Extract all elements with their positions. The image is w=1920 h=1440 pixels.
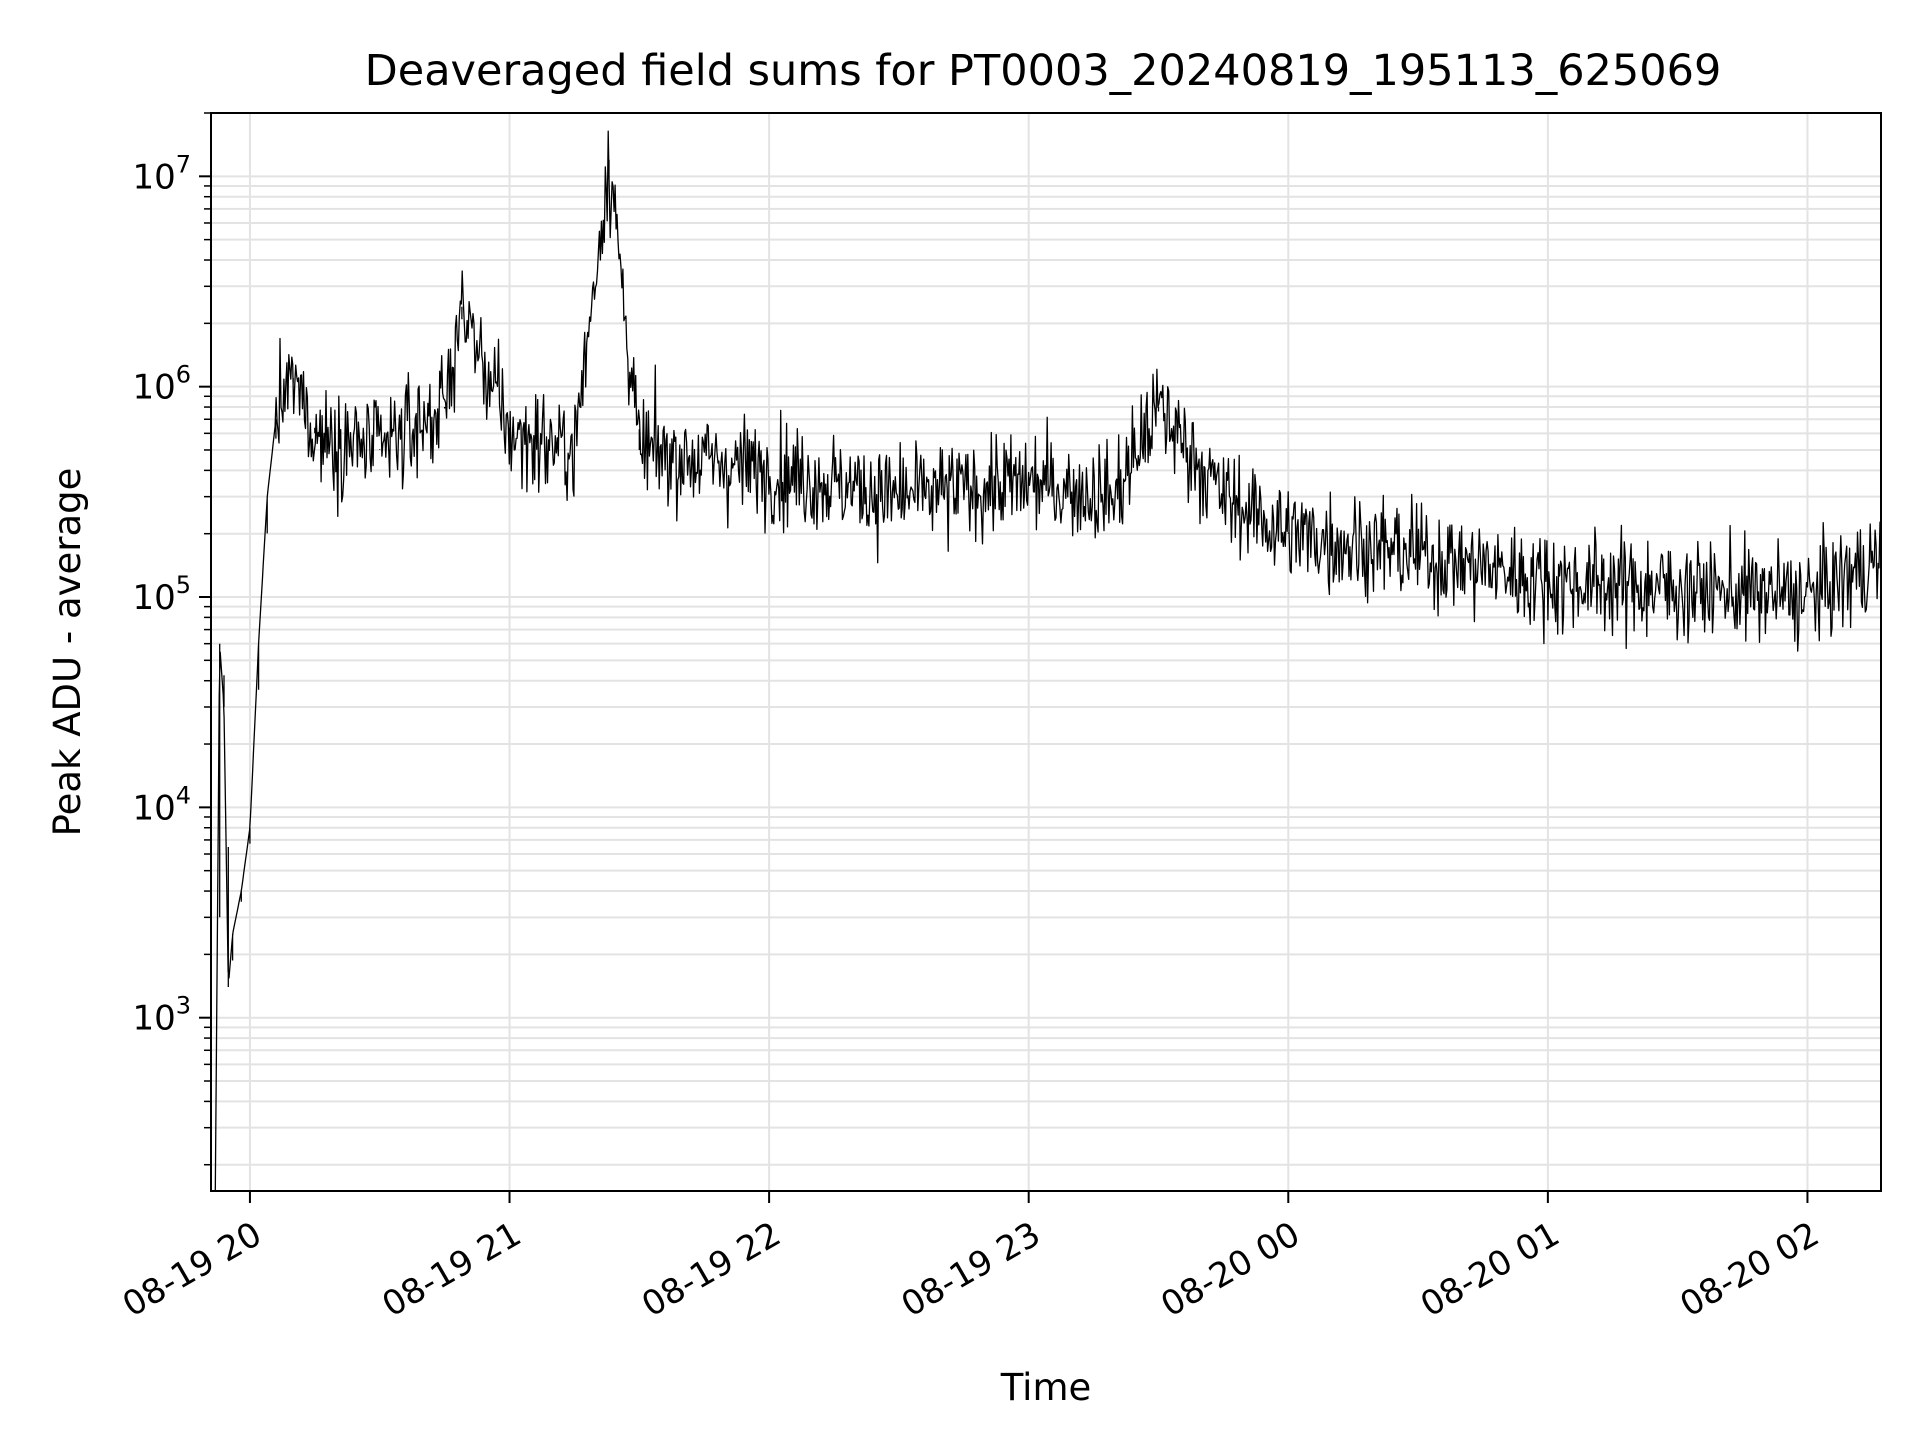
- plot-frame: [210, 112, 1882, 1192]
- y-tick-label: 106: [132, 361, 191, 408]
- grid-lines: [211, 112, 1881, 1191]
- series-line: [214, 130, 1882, 1191]
- chart-title: Deaveraged field sums for PT0003_2024081…: [365, 46, 1722, 96]
- y-tick-label: 107: [132, 150, 191, 197]
- y-tick-label: 105: [132, 571, 191, 618]
- y-axis-label: Peak ADU - average: [46, 468, 89, 837]
- y-tick-label: 104: [132, 781, 191, 828]
- x-axis-label: Time: [1000, 1366, 1092, 1409]
- y-axis-ticks: 103 104 105 106 107: [132, 112, 211, 1166]
- y-tick-label: 103: [132, 992, 191, 1039]
- series-layer: [214, 130, 1882, 1191]
